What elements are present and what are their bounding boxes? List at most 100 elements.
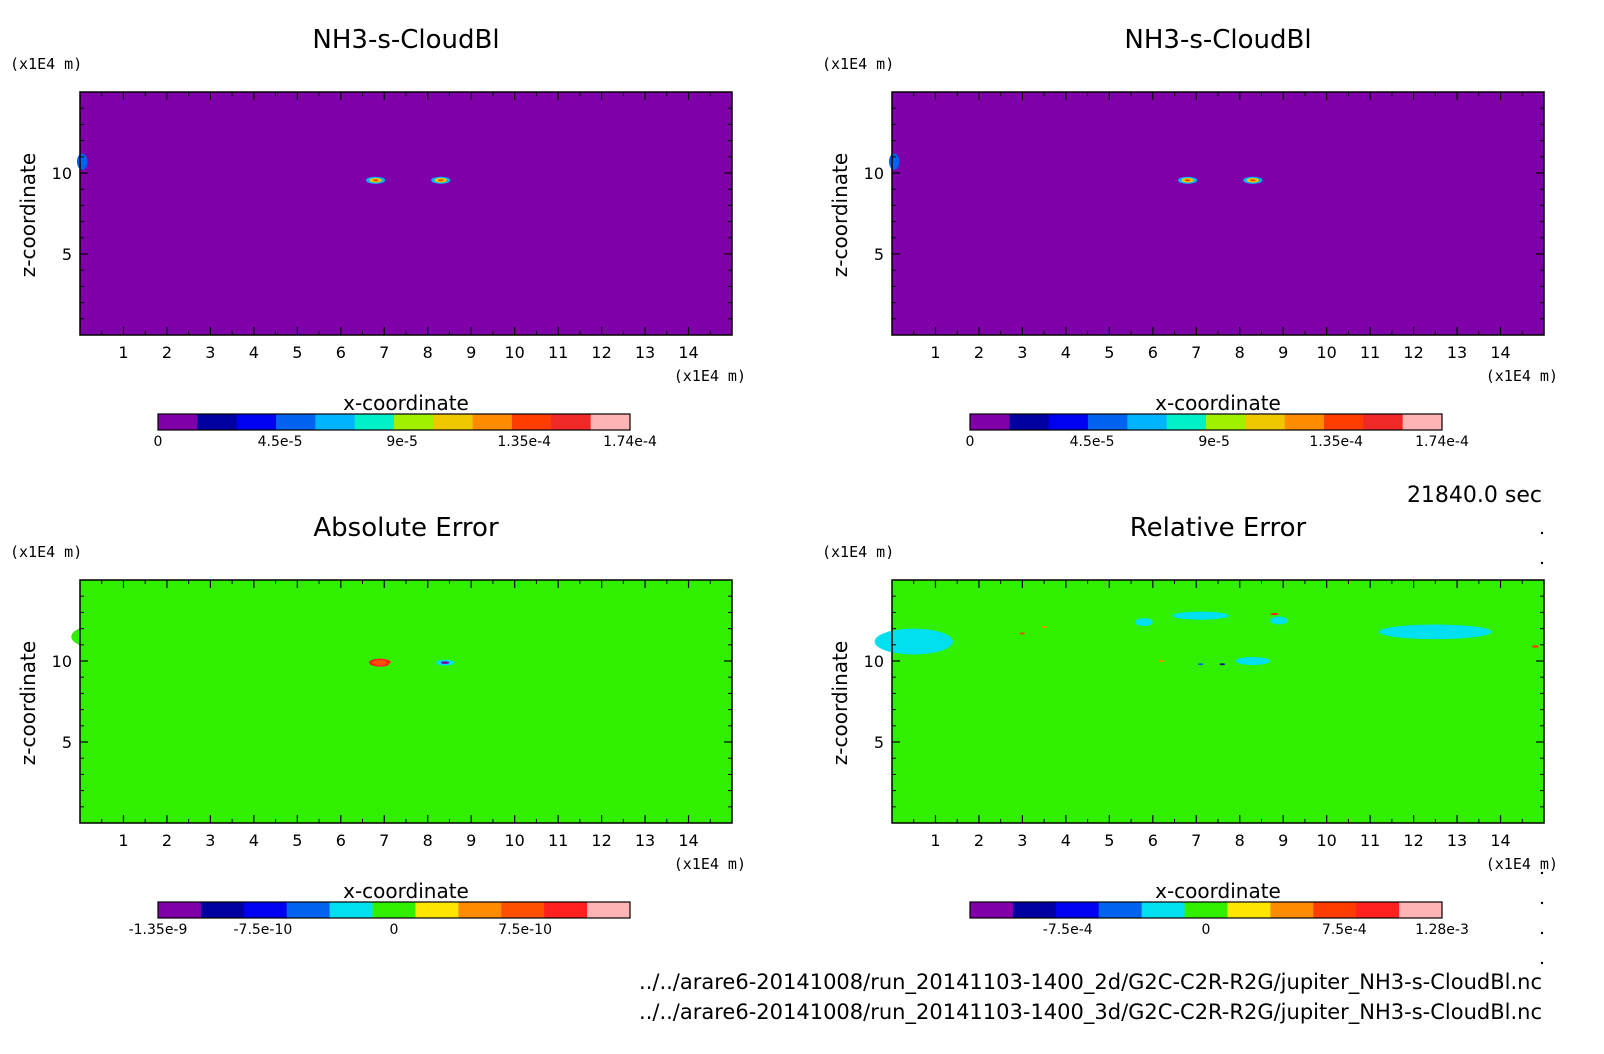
colorbar-swatch — [1012, 902, 1057, 918]
x-tick-label: 12 — [591, 831, 611, 850]
x-tick-label: 10 — [504, 831, 524, 850]
colorbar-swatch — [329, 902, 374, 918]
x-tick-label: 7 — [1191, 343, 1201, 362]
x-tick-label: 3 — [1017, 831, 1027, 850]
colorbar-swatch — [1402, 414, 1443, 430]
y-unit-label: (x1E4 m) — [822, 543, 894, 561]
y-axis-label: z-coordinate — [828, 153, 852, 277]
colorbar-swatch — [158, 902, 202, 918]
x-tick-label: 1 — [118, 343, 128, 362]
colorbar-swatch — [1184, 902, 1228, 918]
x-tick-label: 9 — [466, 343, 476, 362]
colorbar-swatch — [1399, 902, 1443, 918]
colorbar-swatch — [1127, 414, 1168, 430]
colorbar-swatch — [433, 414, 474, 430]
x-tick-label: 7 — [379, 831, 389, 850]
x-tick-label: 10 — [1316, 343, 1336, 362]
y-tick-label: 10 — [52, 652, 72, 671]
colorbar-tick-label: -1.35e-9 — [129, 922, 188, 938]
x-tick-label: 5 — [292, 343, 302, 362]
contour-blob — [1172, 611, 1229, 620]
x-tick-label: 1 — [118, 831, 128, 850]
colorbar-swatch — [590, 414, 631, 430]
plot-field — [892, 580, 1544, 823]
x-tick-label: 11 — [548, 343, 568, 362]
colorbar-tick-label: 0 — [390, 922, 399, 938]
colorbar-swatch — [1206, 414, 1246, 430]
contour-blob — [1135, 618, 1153, 627]
colorbar-swatch — [354, 414, 395, 430]
x-tick-label: 2 — [974, 343, 984, 362]
x-tick-label: 5 — [292, 831, 302, 850]
colorbar-tick-label: 1.28e-3 — [1415, 922, 1469, 938]
y-tick-label: 5 — [874, 245, 884, 264]
colorbar-tick-label: 1.74e-4 — [1415, 434, 1469, 450]
colorbar-swatch — [276, 414, 316, 430]
timestamp: 21840.0 sec — [1407, 483, 1542, 508]
plot-field — [80, 92, 732, 335]
contour-blob — [1019, 632, 1026, 635]
contour-blob — [1041, 626, 1047, 628]
x-tick-label: 12 — [1403, 831, 1423, 850]
colorbar-swatch — [200, 902, 245, 918]
x-tick-label: 10 — [504, 343, 524, 362]
colorbar-swatch — [1098, 902, 1143, 918]
x-tick-label: 3 — [205, 343, 215, 362]
colorbar-tick-label: 1.74e-4 — [603, 434, 657, 450]
contour-blob — [437, 179, 444, 182]
colorbar-swatch — [458, 902, 502, 918]
x-tick-label: 14 — [678, 831, 698, 850]
colorbar-tick-label: -7.5e-4 — [1043, 922, 1093, 938]
plot-field — [80, 580, 732, 823]
x-tick-label: 8 — [423, 343, 433, 362]
x-axis-label: x-coordinate — [343, 391, 469, 415]
x-tick-label: 2 — [162, 831, 172, 850]
x-tick-label: 6 — [1148, 343, 1158, 362]
colorbar-tick-label: 7.5e-4 — [1322, 922, 1367, 938]
x-unit-label: (x1E4 m) — [674, 855, 746, 873]
colorbar-swatch — [1009, 414, 1050, 430]
colorbar-swatch — [1245, 414, 1286, 430]
x-unit-label: (x1E4 m) — [674, 367, 746, 385]
contour-blob — [372, 179, 379, 182]
colorbar-swatch — [1166, 414, 1207, 430]
chart-title: NH3-s-CloudBl — [1124, 25, 1311, 55]
colorbar-swatch — [1324, 414, 1364, 430]
x-tick-label: 8 — [1235, 343, 1245, 362]
x-tick-label: 5 — [1104, 831, 1114, 850]
x-tick-label: 14 — [1490, 831, 1510, 850]
colorbar-frame — [969, 413, 1443, 431]
y-tick-label: 5 — [62, 245, 72, 264]
x-tick-label: 13 — [635, 831, 655, 850]
contour-blob — [1531, 645, 1539, 648]
contour-blob — [558, 621, 672, 636]
colorbar-tick-label: 0 — [1202, 922, 1211, 938]
x-tick-label: 11 — [1360, 343, 1380, 362]
y-tick-label: 5 — [62, 733, 72, 752]
contour-blob — [1158, 660, 1165, 662]
colorbar-swatch — [415, 902, 459, 918]
contour-blob — [1378, 624, 1492, 640]
x-tick-label: 9 — [466, 831, 476, 850]
contour-blob — [356, 609, 413, 619]
contour-blob — [71, 625, 124, 649]
x-axis-label: x-coordinate — [1155, 391, 1281, 415]
x-tick-label: 1 — [930, 831, 940, 850]
colorbar-tick-label: 1.35e-4 — [497, 434, 551, 450]
colorbar-swatch — [197, 414, 238, 430]
colorbar-swatch — [1141, 902, 1186, 918]
x-tick-label: 8 — [1235, 831, 1245, 850]
colorbar-swatch — [315, 414, 356, 430]
x-axis-label: x-coordinate — [343, 879, 469, 903]
x-tick-label: 10 — [1316, 831, 1336, 850]
contour-blob — [388, 662, 398, 666]
colorbar-swatch — [970, 414, 1010, 430]
y-unit-label: (x1E4 m) — [822, 55, 894, 73]
x-tick-label: 7 — [1191, 831, 1201, 850]
colorbar-swatch — [501, 902, 545, 918]
x-tick-label: 2 — [162, 343, 172, 362]
x-tick-label: 12 — [1403, 343, 1423, 362]
colorbar-swatch — [1270, 902, 1314, 918]
x-tick-label: 9 — [1278, 343, 1288, 362]
contour-blob — [1270, 616, 1288, 625]
